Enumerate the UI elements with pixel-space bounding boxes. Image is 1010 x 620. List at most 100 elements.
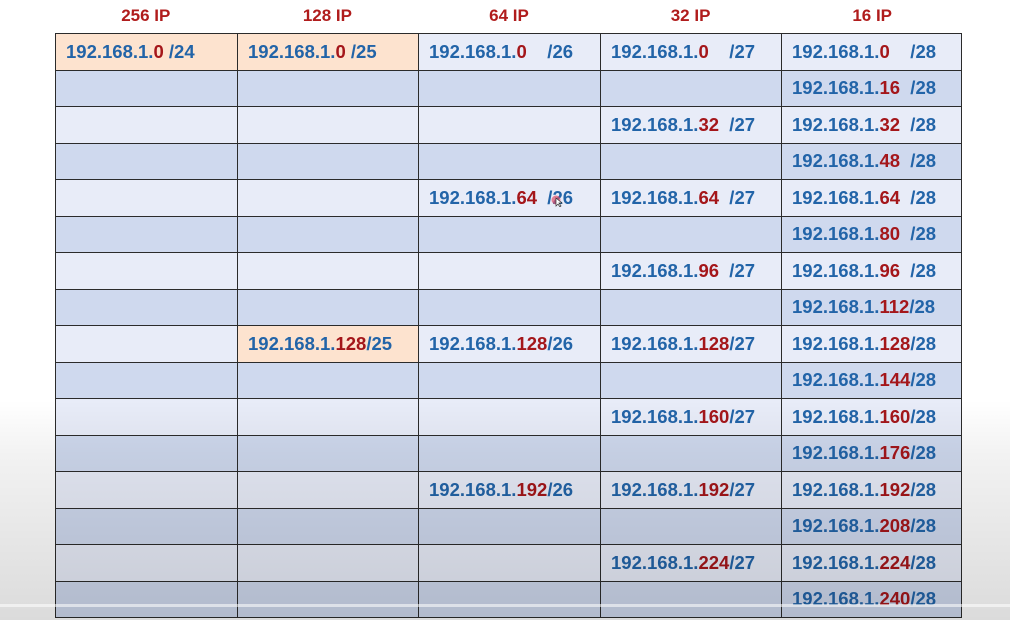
table-row: 192.168.1.176/28 bbox=[55, 434, 962, 472]
ip-prefix: 192.168.1. bbox=[611, 551, 699, 573]
subnet-cell-16: 192.168.1.80 /28 bbox=[781, 215, 962, 253]
subnet-cell-256: 192.168.1.0 /24 bbox=[55, 33, 238, 71]
subnet-cell-256 bbox=[55, 288, 238, 326]
subnet-cell-128 bbox=[237, 142, 419, 180]
cidr-suffix: /28 bbox=[909, 296, 936, 318]
subnet-cell-16: 192.168.1.64 /28 bbox=[781, 179, 962, 217]
cidr-suffix: /27 bbox=[708, 40, 756, 62]
header-128-ip: 128 IP bbox=[302, 6, 352, 25]
column-headers: 256 IP 128 IP 64 IP 32 IP 16 IP bbox=[55, 0, 963, 33]
ip-prefix: 192.168.1. bbox=[792, 113, 880, 135]
ip-last-octet: 96 bbox=[698, 259, 720, 281]
ip-last-octet: 128 bbox=[879, 332, 911, 354]
subnet-cell-32 bbox=[600, 69, 782, 107]
subnet-cell-256 bbox=[55, 398, 238, 436]
header-256-ip: 256 IP bbox=[121, 6, 171, 25]
subnet-cell-16: 192.168.1.128/28 bbox=[781, 325, 962, 363]
subnet-cell-16: 192.168.1.160/28 bbox=[781, 398, 962, 436]
subnet-cell-64 bbox=[418, 142, 601, 180]
table-row: 192.168.1.32 /27 192.168.1.32 /28 bbox=[55, 106, 962, 144]
subnet-cell-128 bbox=[237, 252, 419, 290]
cidr-suffix: /28 bbox=[910, 405, 937, 427]
cidr-suffix: /28 bbox=[910, 551, 937, 573]
subnet-cell-128 bbox=[237, 215, 419, 253]
ip-prefix: 192.168.1. bbox=[792, 150, 880, 172]
subnet-cell-16: 192.168.1.112/28 bbox=[781, 288, 962, 326]
cidr-suffix: /26 bbox=[547, 332, 574, 354]
subnet-cell-32: 192.168.1.128/27 bbox=[600, 325, 782, 363]
ip-prefix: 192.168.1. bbox=[66, 40, 154, 62]
ip-last-octet: 0 bbox=[698, 40, 709, 62]
subnet-cell-32: 192.168.1.192/27 bbox=[600, 471, 782, 509]
subnet-cell-64 bbox=[418, 507, 601, 545]
cidr-suffix: /28 bbox=[910, 369, 937, 391]
ip-prefix: 192.168.1. bbox=[429, 478, 517, 500]
ip-last-octet: 224 bbox=[698, 551, 730, 573]
subnet-cell-256 bbox=[55, 471, 238, 509]
ip-prefix: 192.168.1. bbox=[248, 332, 336, 354]
subnet-cell-16: 192.168.1.0 /28 bbox=[781, 33, 962, 71]
cidr-suffix: /28 bbox=[900, 186, 937, 208]
ip-last-octet: 0 bbox=[335, 40, 346, 62]
ip-prefix: 192.168.1. bbox=[792, 296, 880, 318]
subnet-cell-256 bbox=[55, 252, 238, 290]
subnet-cell-16: 192.168.1.144/28 bbox=[781, 361, 962, 399]
ip-prefix: 192.168.1. bbox=[248, 40, 336, 62]
ip-last-octet: 192 bbox=[698, 478, 730, 500]
ip-prefix: 192.168.1. bbox=[611, 405, 699, 427]
table-row: 192.168.1.96 /27 192.168.1.96 /28 bbox=[55, 252, 962, 290]
cidr-suffix: /28 bbox=[900, 77, 937, 99]
ip-last-octet: 0 bbox=[516, 40, 527, 62]
table-row: 192.168.1.80 /28 bbox=[55, 215, 962, 253]
subnet-cell-64 bbox=[418, 434, 601, 472]
subnet-cell-16: 192.168.1.48 /28 bbox=[781, 142, 962, 180]
cidr-suffix: /27 bbox=[729, 551, 756, 573]
subnet-cell-64 bbox=[418, 69, 601, 107]
video-progress-track[interactable] bbox=[0, 604, 1010, 607]
subnet-cell-16: 192.168.1.16 /28 bbox=[781, 69, 962, 107]
table-row: 192.168.1.48 /28 bbox=[55, 142, 962, 180]
mouse-pointer-icon bbox=[551, 195, 563, 207]
ip-prefix: 192.168.1. bbox=[792, 40, 880, 62]
subnet-cell-256 bbox=[55, 69, 238, 107]
table-row: 192.168.1.240/28 bbox=[55, 580, 962, 618]
cidr-suffix: /27 bbox=[719, 186, 756, 208]
subnet-cell-256 bbox=[55, 434, 238, 472]
subnet-cell-64 bbox=[418, 288, 601, 326]
ip-prefix: 192.168.1. bbox=[429, 186, 517, 208]
subnet-cell-128 bbox=[237, 69, 419, 107]
ip-last-octet: 192 bbox=[879, 478, 911, 500]
subnet-cell-32 bbox=[600, 215, 782, 253]
ip-last-octet: 160 bbox=[879, 405, 911, 427]
cidr-suffix: /28 bbox=[910, 515, 937, 537]
ip-last-octet: 112 bbox=[879, 296, 910, 318]
table-row: 192.168.1.64 /26 192.168.1.64 /27 192.168.… bbox=[55, 179, 962, 217]
ip-last-octet: 224 bbox=[879, 551, 911, 573]
subnet-cell-16: 192.168.1.240/28 bbox=[781, 580, 962, 618]
subnet-cell-128: 192.168.1.128/25 bbox=[237, 325, 419, 363]
subnet-cell-32 bbox=[600, 288, 782, 326]
subnet-cell-64 bbox=[418, 215, 601, 253]
subnet-cell-128 bbox=[237, 398, 419, 436]
ip-last-octet: 128 bbox=[698, 332, 730, 354]
ip-last-octet: 128 bbox=[335, 332, 367, 354]
table-row: 192.168.1.144/28 bbox=[55, 361, 962, 399]
ip-prefix: 192.168.1. bbox=[611, 259, 699, 281]
subnet-cell-128 bbox=[237, 507, 419, 545]
subnet-cell-128 bbox=[237, 580, 419, 618]
ip-last-octet: 96 bbox=[879, 259, 901, 281]
cidr-suffix: /28 bbox=[900, 223, 937, 245]
ip-prefix: 192.168.1. bbox=[429, 40, 517, 62]
subnet-cell-256 bbox=[55, 325, 238, 363]
cidr-suffix: /27 bbox=[729, 405, 756, 427]
subnet-table: 192.168.1.0 /24 192.168.1.0 /25 192.168.1.… bbox=[55, 33, 962, 618]
ip-prefix: 192.168.1. bbox=[792, 515, 880, 537]
ip-prefix: 192.168.1. bbox=[792, 186, 880, 208]
ip-last-octet: 32 bbox=[879, 113, 901, 135]
subnet-cell-64 bbox=[418, 361, 601, 399]
table-row: 192.168.1.0 /24 192.168.1.0 /25 192.168.1.… bbox=[55, 33, 962, 71]
subnet-cell-256 bbox=[55, 106, 238, 144]
subnet-cell-64 bbox=[418, 544, 601, 582]
cidr-suffix: /26 bbox=[547, 478, 574, 500]
subnet-cell-64 bbox=[418, 252, 601, 290]
